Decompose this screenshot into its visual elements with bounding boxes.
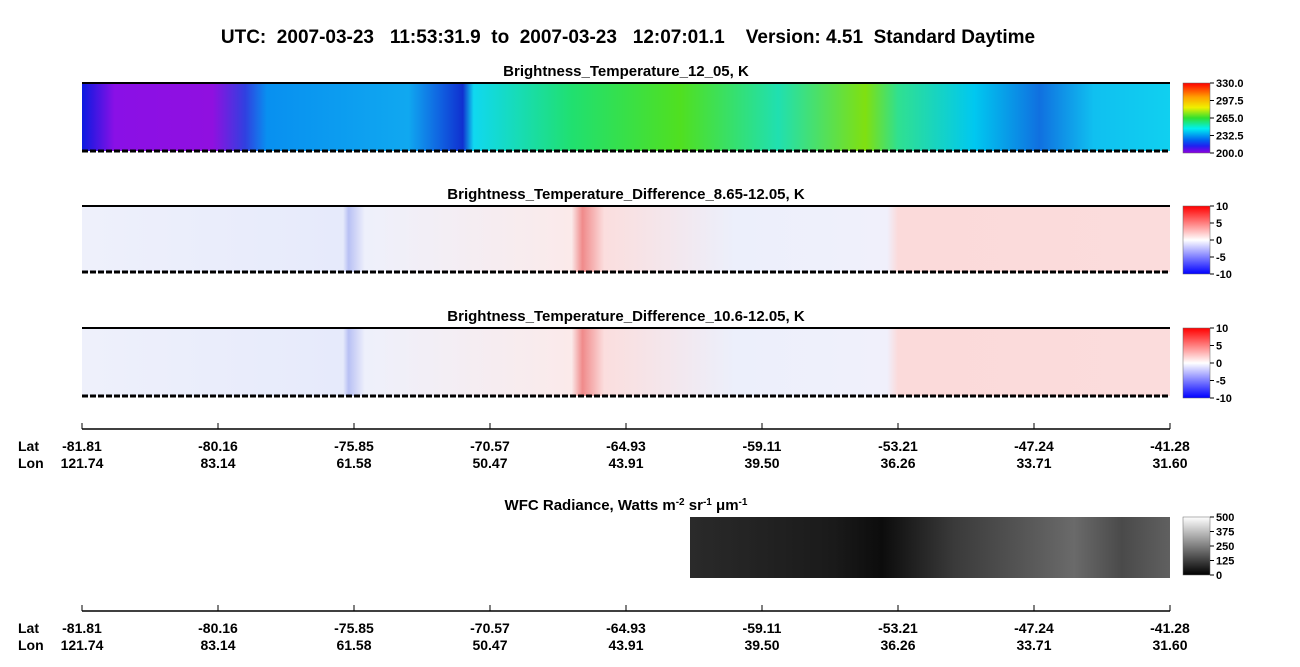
lon-tick-label: 43.91 bbox=[608, 637, 643, 653]
lat-tick-label: -70.57 bbox=[470, 620, 510, 636]
lon-tick-label: 36.26 bbox=[880, 455, 915, 471]
panel-image bbox=[82, 206, 1170, 272]
colorbar-label: 10 bbox=[1216, 323, 1228, 335]
lat-tick-label: -53.21 bbox=[878, 620, 918, 636]
lat-tick-label: -59.11 bbox=[743, 620, 782, 636]
lon-tick-label: 31.60 bbox=[1152, 637, 1187, 653]
colorbar-label: 330.0 bbox=[1216, 78, 1244, 90]
colorbar-label: 265.0 bbox=[1216, 113, 1244, 125]
wfc-title-part: -2 bbox=[676, 497, 685, 508]
lon-tick-label: 33.71 bbox=[1016, 455, 1051, 471]
lon-tick-label: 61.58 bbox=[336, 637, 371, 653]
lon-label: Lon bbox=[18, 455, 44, 471]
colorbar-label: 0 bbox=[1216, 235, 1222, 247]
lon-tick-label: 50.47 bbox=[472, 455, 507, 471]
colorbar-label: -10 bbox=[1216, 393, 1232, 405]
wfc-title-part: WFC Radiance, Watts m bbox=[505, 497, 676, 514]
lon-tick-label: 39.50 bbox=[744, 637, 779, 653]
colorbar-label: 375 bbox=[1216, 527, 1234, 539]
lat-tick-label: -70.57 bbox=[470, 438, 510, 454]
panel-image bbox=[82, 83, 1170, 151]
lat-tick-label: -59.11 bbox=[743, 438, 782, 454]
colorbar-label: 5 bbox=[1216, 341, 1222, 353]
lat-tick-label: -64.93 bbox=[606, 620, 646, 636]
lon-tick-label: 83.14 bbox=[200, 637, 235, 653]
lat-tick-label: -80.16 bbox=[198, 438, 238, 454]
colorbar-label: 0 bbox=[1216, 570, 1222, 582]
lon-tick-label: 36.26 bbox=[880, 637, 915, 653]
lon-tick-label: 33.71 bbox=[1016, 637, 1051, 653]
colorbar-label: 500 bbox=[1216, 512, 1234, 524]
colorbar bbox=[1182, 516, 1211, 576]
lat-label: Lat bbox=[18, 438, 39, 454]
colorbar-label: -5 bbox=[1216, 376, 1226, 388]
colorbar-label: -10 bbox=[1216, 269, 1232, 281]
colorbar-label: -5 bbox=[1216, 252, 1226, 264]
lon-tick-label: 50.47 bbox=[472, 637, 507, 653]
lat-tick-label: -64.93 bbox=[606, 438, 646, 454]
colorbar-label: 125 bbox=[1216, 556, 1234, 568]
lat-tick-label: -81.81 bbox=[62, 620, 102, 636]
lat-tick-label: -47.24 bbox=[1014, 438, 1054, 454]
wfc-title-part: -1 bbox=[703, 497, 712, 508]
lat-tick-label: -47.24 bbox=[1014, 620, 1054, 636]
lat-tick-label: -53.21 bbox=[878, 438, 918, 454]
lon-tick-label: 121.74 bbox=[61, 455, 104, 471]
wfc-image bbox=[690, 517, 1170, 578]
colorbar bbox=[1182, 82, 1211, 154]
lat-tick-label: -41.28 bbox=[1150, 620, 1190, 636]
page-title: UTC: 2007-03-23 11:53:31.9 to 2007-03-23… bbox=[221, 27, 1035, 48]
lat-tick-label: -75.85 bbox=[334, 620, 374, 636]
panel-title: Brightness_Temperature_12_05, K bbox=[503, 63, 749, 80]
lon-tick-label: 61.58 bbox=[336, 455, 371, 471]
panel-title: Brightness_Temperature_Difference_8.65-1… bbox=[447, 186, 805, 203]
lat-label: Lat bbox=[18, 620, 39, 636]
wfc-title-part: -1 bbox=[739, 497, 748, 508]
lon-tick-label: 43.91 bbox=[608, 455, 643, 471]
lon-tick-label: 31.60 bbox=[1152, 455, 1187, 471]
panel-title: Brightness_Temperature_Difference_10.6-1… bbox=[447, 308, 805, 325]
wfc-title: WFC Radiance, Watts m-2 sr-1 μm-1 bbox=[505, 497, 748, 515]
lon-tick-label: 121.74 bbox=[61, 637, 104, 653]
lon-label: Lon bbox=[18, 637, 44, 653]
panel-image bbox=[82, 328, 1170, 396]
colorbar-label: 0 bbox=[1216, 358, 1222, 370]
wfc-title-part: μm bbox=[712, 497, 739, 514]
lat-tick-label: -80.16 bbox=[198, 620, 238, 636]
colorbar bbox=[1182, 205, 1211, 275]
colorbar-label: 5 bbox=[1216, 218, 1222, 230]
lon-tick-label: 83.14 bbox=[200, 455, 235, 471]
lat-tick-label: -41.28 bbox=[1150, 438, 1190, 454]
colorbar-label: 297.5 bbox=[1216, 96, 1244, 108]
lat-tick-label: -75.85 bbox=[334, 438, 374, 454]
wfc-title-part: sr bbox=[685, 497, 704, 514]
colorbar-label: 232.5 bbox=[1216, 131, 1244, 143]
colorbar-label: 200.0 bbox=[1216, 148, 1244, 160]
lon-tick-label: 39.50 bbox=[744, 455, 779, 471]
colorbar-label: 250 bbox=[1216, 541, 1234, 553]
colorbar-label: 10 bbox=[1216, 201, 1228, 213]
lat-tick-label: -81.81 bbox=[62, 438, 102, 454]
colorbar bbox=[1182, 327, 1211, 399]
